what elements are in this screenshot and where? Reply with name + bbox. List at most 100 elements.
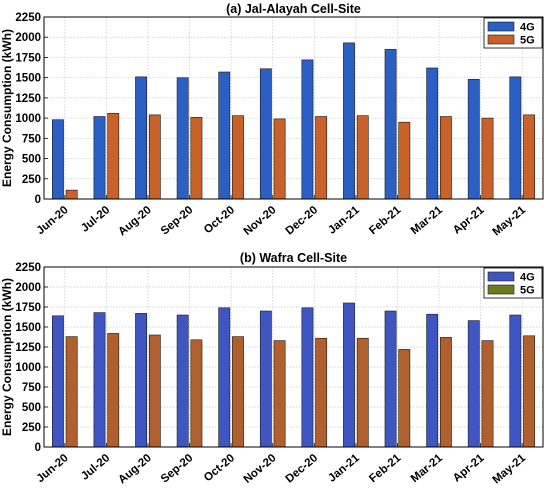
bar-4g-may-21 [509,314,522,448]
legend-swatch-4g [487,271,515,282]
x-tick-label: Feb-21 [367,204,404,237]
bar-4g-apr-21 [467,320,480,448]
y-tick-label: 0 [35,442,41,454]
y-axis-label: Energy Consumption (kWh) [0,29,14,187]
y-tick-label: 2000 [15,282,41,294]
bar-5g-jan-21 [356,115,369,200]
bar-4g-apr-21 [467,78,480,200]
bar-5g-mar-21 [439,337,452,448]
bar-4g-dec-20 [301,59,314,200]
bar-4g-feb-21 [384,49,397,200]
bar-4g-aug-20 [135,76,148,200]
bar-4g-feb-21 [384,310,397,448]
y-tick-label: 0 [35,194,41,206]
bar-5g-aug-20 [148,114,161,200]
y-tick-label: 1500 [15,322,41,334]
plot-area [44,267,543,447]
y-tick-label: 1250 [15,342,41,354]
bar-4g-jul-20 [93,116,106,200]
x-tick-label: Nov-20 [242,452,279,486]
y-tick-label: 1750 [15,302,41,314]
x-tick-label: Jan-21 [326,452,362,485]
axes-box [43,266,544,448]
x-tick-label: Sep-20 [159,452,196,485]
x-tick-label: Jul-20 [79,452,112,483]
x-tick-label: Dec-20 [284,452,321,485]
plot-area [44,17,543,199]
x-tick-label: Oct-20 [202,204,237,236]
y-tick-label: 750 [22,133,41,145]
legend-label-5g: 5G [520,35,535,47]
y-tick-label: 250 [22,174,41,186]
legend-swatch-4g [487,21,515,32]
bar-5g-jan-21 [356,337,369,448]
bar-5g-may-21 [523,114,535,200]
y-tick-label: 1250 [15,93,41,105]
bar-4g-nov-20 [259,68,272,200]
x-tick-label: Mar-21 [409,204,446,237]
x-tick-label: May-21 [491,204,529,239]
legend-label-5g: 5G [520,285,535,297]
bar-5g-jul-20 [107,112,120,200]
x-tick-label: Mar-21 [409,452,446,485]
x-tick-label: Feb-21 [367,452,404,485]
bar-4g-may-21 [509,76,522,200]
x-tick-label: Apr-21 [451,204,487,237]
axes-box [43,16,544,200]
bar-4g-mar-21 [426,313,439,448]
bar-5g-may-21 [523,335,535,448]
bar-5g-jul-20 [107,333,120,448]
bar-4g-mar-21 [426,67,439,200]
bar-4g-sep-20 [176,314,189,448]
bar-5g-sep-20 [190,339,203,448]
bar-5g-nov-20 [273,340,286,448]
chart-title: (b) Wafra Cell-Site [240,251,347,265]
x-tick-label: May-21 [491,452,529,487]
x-tick-label: Jun-20 [35,452,71,485]
legend-swatch-5g [487,34,515,45]
y-tick-label: 2250 [15,12,41,24]
y-tick-label: 2000 [15,32,41,44]
bar-4g-oct-20 [218,307,231,448]
bar-5g-dec-20 [315,337,328,448]
bar-5g-feb-21 [398,121,411,200]
x-tick-label: Nov-20 [242,204,279,238]
bar-5g-dec-20 [315,116,328,200]
x-tick-label: Dec-20 [284,204,321,237]
bar-5g-oct-20 [232,336,244,448]
panel-b: 0 250 500 750 1000 1250 1500 1750 2000 2250 Jun-20… [0,251,544,487]
x-tick-label: Apr-21 [451,452,487,485]
bar-5g-jun-20 [65,336,78,448]
bar-4g-jun-20 [52,315,64,448]
y-tick-label: 1000 [15,113,41,125]
bar-4g-oct-20 [218,71,231,200]
bar-4g-jan-21 [343,302,355,448]
bar-5g-aug-20 [148,334,161,448]
x-tick-label: Jul-20 [79,204,112,235]
x-tick-label: Oct-20 [202,452,237,484]
bar-4g-nov-20 [259,310,272,448]
chart-title: (a) Jal-Alayah Cell-Site [226,2,361,16]
y-tick-label: 750 [22,382,41,394]
bar-4g-jun-20 [52,119,64,200]
y-tick-label: 250 [22,422,41,434]
bar-5g-nov-20 [273,118,286,200]
bar-5g-apr-21 [481,340,494,448]
y-axis-label: Energy Consumption (kWh) [0,278,14,436]
legend-label-4g: 4G [520,272,535,284]
x-tick-label: Jun-20 [35,204,71,237]
bar-4g-jan-21 [343,42,355,200]
bar-4g-sep-20 [176,77,189,200]
bar-5g-apr-21 [481,117,494,200]
x-tick-label: Sep-20 [159,204,196,237]
bar-4g-jul-20 [93,312,106,448]
y-tick-label: 1750 [15,52,41,64]
x-tick-label: Aug-20 [116,452,154,486]
bar-5g-jun-20 [65,189,78,200]
legend-label-4g: 4G [520,22,535,34]
legend-swatch-5g [487,284,515,295]
bar-4g-aug-20 [135,313,148,448]
y-tick-label: 2250 [15,262,41,274]
